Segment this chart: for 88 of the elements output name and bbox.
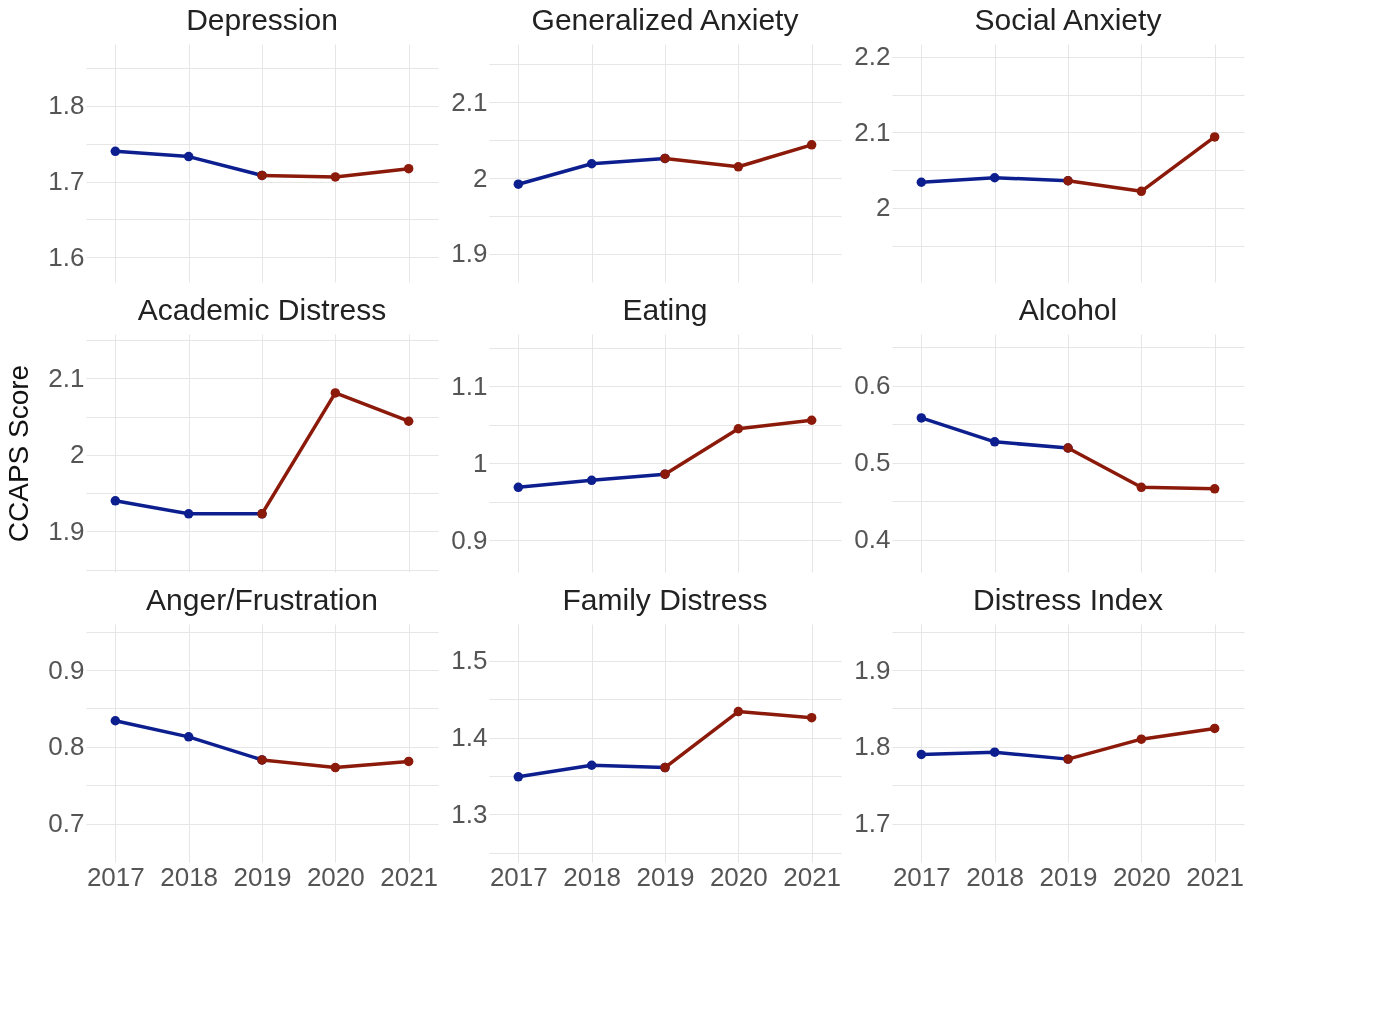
y-tick-label: 2.2 [854, 41, 891, 72]
y-tick-label: 2.1 [451, 86, 488, 117]
y-tick-label: 0.5 [854, 447, 891, 478]
point [989, 173, 1000, 183]
x-tick-label: 2020 [1112, 861, 1171, 892]
y-tick-label: 1.1 [451, 370, 488, 401]
point [1209, 723, 1220, 734]
y-tick-label: 2.1 [854, 116, 891, 147]
point [1136, 482, 1147, 493]
y-tick-label: 1.9 [854, 654, 891, 685]
point [110, 146, 121, 157]
x-tick-label: 2017 [489, 861, 548, 892]
y-tick-label: 1.4 [451, 722, 488, 753]
point [183, 151, 194, 162]
point [989, 437, 1000, 447]
y-tick-label: 1.3 [451, 798, 488, 829]
point [1209, 484, 1220, 494]
y-tick-label: 1.8 [854, 731, 891, 762]
point [513, 179, 524, 189]
y-tick-label: 1.7 [48, 166, 85, 197]
point [403, 163, 414, 174]
y-tick-label: 2.1 [48, 362, 85, 393]
point [330, 388, 341, 398]
point [330, 762, 341, 773]
point [586, 760, 597, 770]
x-tick-label: 2019 [233, 861, 292, 892]
y-tick-label: 1 [473, 447, 488, 478]
point [806, 712, 817, 723]
x-tick-label: 2021 [380, 861, 439, 892]
point [513, 482, 524, 493]
point [733, 424, 744, 434]
point [989, 747, 1000, 757]
x-tick-label: 2021 [783, 861, 842, 892]
y-tick-label: 2 [876, 192, 891, 223]
x-tick-label: 2019 [636, 861, 695, 892]
x-tick-label: 2017 [86, 861, 145, 892]
chart-title: Family Distress [562, 583, 768, 616]
y-tick-label: 0.8 [48, 731, 85, 762]
x-tick-label: 2018 [160, 861, 219, 892]
x-tick-label: 2018 [563, 861, 622, 892]
y-tick-label: 0.9 [48, 654, 85, 685]
chart-title: Social Anxiety [974, 2, 1162, 36]
chart-title: Alcohol [1018, 293, 1118, 326]
y-tick-label: 1.9 [48, 515, 85, 546]
chart-title: Academic Distress [137, 293, 387, 326]
point [1136, 186, 1147, 197]
x-tick-label: 2017 [892, 861, 951, 892]
point [403, 756, 414, 767]
point [330, 172, 341, 182]
chart-title: Eating [622, 293, 708, 326]
point [916, 177, 927, 187]
point [1209, 132, 1220, 142]
point [916, 749, 927, 760]
y-tick-label: 1.5 [451, 645, 488, 676]
chart-title: Depression [186, 3, 338, 36]
y-tick-label: 0.9 [451, 524, 488, 555]
point [183, 732, 194, 742]
y-tick-label: 2 [473, 162, 488, 193]
x-tick-label: 2020 [306, 861, 365, 892]
y-tick-label: 2 [70, 439, 85, 470]
point [403, 416, 414, 426]
y-axis-title: CCAPS Score [3, 364, 35, 543]
point [806, 415, 817, 425]
point [733, 162, 744, 172]
x-tick-label: 2021 [1186, 861, 1245, 892]
y-tick-label: 1.9 [451, 238, 488, 269]
point [110, 716, 121, 726]
point [513, 772, 524, 782]
chart-title: Anger/Frustration [146, 583, 378, 616]
y-tick-label: 0.7 [48, 808, 85, 839]
y-tick-label: 1.6 [48, 241, 85, 272]
point [916, 413, 927, 423]
point [110, 496, 121, 506]
x-tick-label: 2018 [966, 861, 1025, 892]
chart-title: Generalized Anxiety [531, 3, 799, 36]
point [183, 509, 194, 519]
y-tick-label: 1.7 [854, 808, 891, 839]
chart-title: Distress Index [972, 583, 1164, 616]
y-tick-label: 0.6 [854, 370, 891, 401]
point [586, 159, 597, 169]
point [1136, 734, 1147, 744]
x-tick-label: 2019 [1039, 861, 1098, 892]
x-tick-label: 2020 [709, 861, 768, 892]
point [733, 706, 744, 717]
y-tick-label: 1.8 [48, 90, 85, 121]
point [806, 140, 817, 150]
point [586, 475, 597, 486]
y-tick-label: 0.4 [854, 524, 891, 555]
